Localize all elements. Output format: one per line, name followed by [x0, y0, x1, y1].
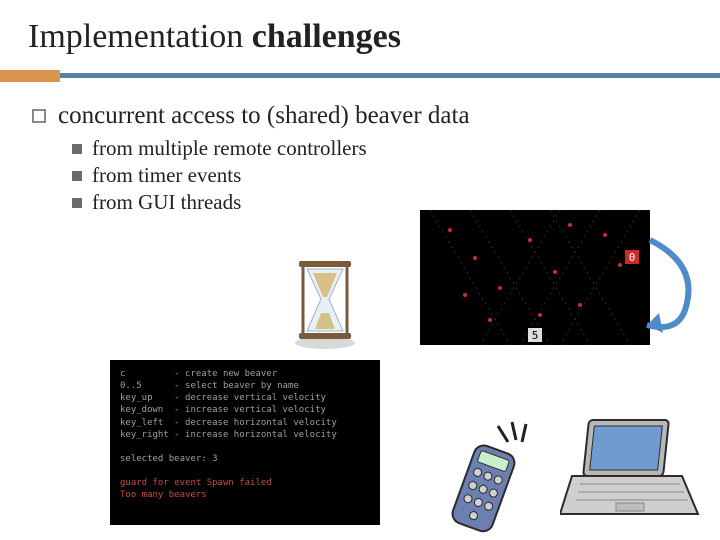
game-canvas: 0 5 [420, 210, 650, 345]
terminal-line: key_left - decrease horizontal velocity [120, 418, 337, 428]
slide-title: Implementation challenges [28, 18, 692, 56]
sub-bullet: from GUI threads [72, 190, 692, 215]
terminal-line: selected beaver: 3 [120, 454, 218, 464]
refresh-arrow-icon [635, 225, 710, 345]
bullet-main-text: concurrent access to (shared) beaver dat… [58, 102, 470, 130]
terminal-line: key_up - decrease vertical velocity [120, 393, 326, 403]
game-badge-right: 0 [629, 251, 636, 264]
laptop-icon [560, 410, 700, 530]
divider-blue [0, 73, 720, 78]
divider-orange [0, 70, 60, 82]
bullet-main: concurrent access to (shared) beaver dat… [32, 102, 692, 130]
sub-bullet: from timer events [72, 163, 692, 188]
game-badge-bottom: 5 [532, 329, 539, 342]
sub-bullet-text: from GUI threads [92, 190, 241, 215]
hourglass-icon [285, 255, 365, 350]
signal-lines-icon [498, 422, 526, 442]
terminal-line: key_right - increase horizontal velocity [120, 430, 337, 440]
sub-bullet-text: from timer events [92, 163, 241, 188]
title-divider [28, 66, 692, 80]
terminal-line: 0..5 - select beaver by name [120, 381, 299, 391]
sub-bullet: from multiple remote controllers [72, 136, 692, 161]
remote-control-icon [430, 420, 540, 535]
graphics-layer: 0 5 c - create new beaver 0..5 - select … [0, 0, 720, 540]
bullet-small-icon [72, 198, 82, 208]
terminal-line: c - create new beaver [120, 369, 277, 379]
slide: Implementation challenges concurrent acc… [0, 0, 720, 540]
bullet-small-icon [72, 144, 82, 154]
title-prefix: Implementation [28, 18, 252, 55]
sub-bullet-list: from multiple remote controllers from ti… [72, 136, 692, 215]
game-screenshot: 0 5 [420, 210, 650, 345]
bullet-small-icon [72, 171, 82, 181]
terminal-line: key_down - increase vertical velocity [120, 405, 326, 415]
sub-bullet-text: from multiple remote controllers [92, 136, 367, 161]
terminal-error-line: Too many beavers [120, 490, 207, 500]
terminal-screenshot: c - create new beaver 0..5 - select beav… [110, 360, 380, 525]
title-emph: challenges [252, 18, 401, 55]
bullet-square-icon [32, 109, 46, 123]
terminal-error-line: guard for event Spawn failed [120, 478, 272, 488]
